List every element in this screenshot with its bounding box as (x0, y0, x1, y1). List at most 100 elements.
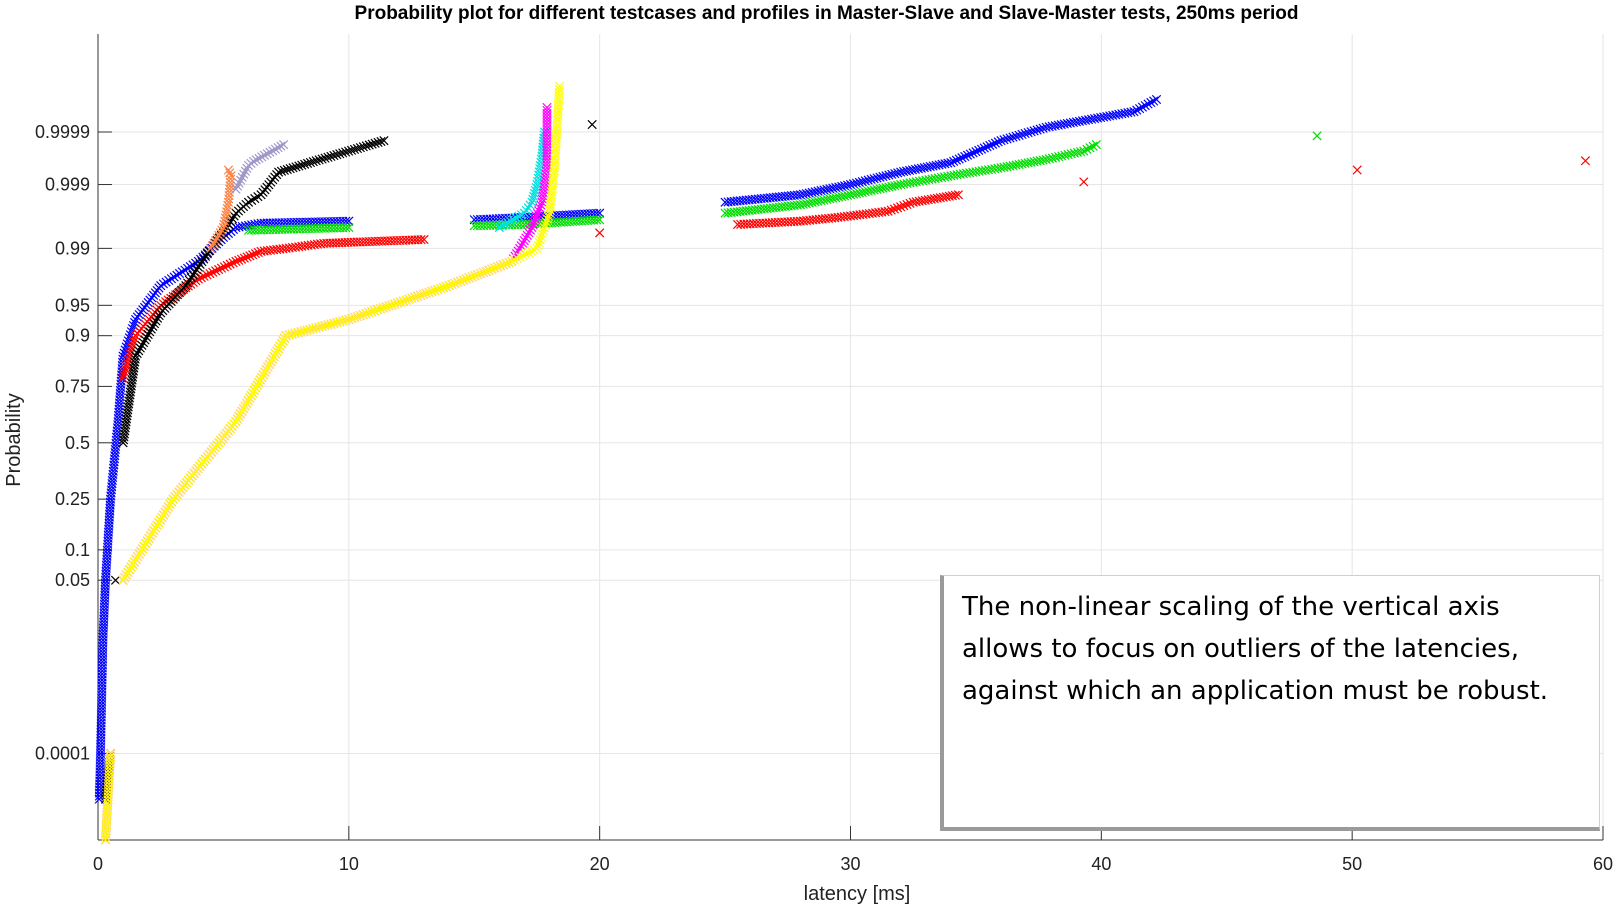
data-point-marker (251, 383, 261, 393)
data-point-marker (122, 361, 132, 371)
data-point-marker (293, 327, 303, 338)
data-point-marker (190, 267, 200, 277)
data-point-marker (193, 262, 203, 272)
data-point-marker (142, 536, 152, 546)
data-point-marker (140, 335, 150, 345)
data-point-marker (881, 171, 891, 181)
data-point-marker (158, 510, 169, 520)
data-point-marker (373, 137, 383, 148)
data-point-marker (240, 166, 250, 176)
data-point-marker (501, 259, 511, 269)
data-point-marker (887, 169, 897, 179)
data-point-marker (346, 145, 357, 155)
data-point-marker (444, 280, 454, 291)
data-point-marker (180, 265, 190, 275)
data-point-marker (258, 370, 268, 380)
data-point-marker (214, 230, 224, 240)
data-point-marker (129, 557, 140, 567)
data-point-marker (272, 346, 282, 356)
data-point-marker (270, 144, 281, 154)
data-point-marker (988, 139, 998, 149)
data-point-marker (299, 326, 309, 336)
data-point-marker (1137, 102, 1148, 112)
data-point-marker (186, 273, 196, 283)
data-point-marker (326, 319, 336, 329)
data-point-marker (254, 377, 264, 388)
data-point-marker (587, 119, 597, 130)
data-point-marker (323, 320, 333, 330)
data-point-marker (960, 151, 970, 162)
data-point-marker (810, 187, 820, 197)
data-point-marker (902, 199, 912, 210)
data-point-marker (968, 148, 978, 158)
data-point-marker (518, 251, 528, 261)
data-point-marker (807, 197, 817, 208)
data-point-marker (1026, 127, 1036, 137)
data-point-marker (1032, 125, 1042, 135)
data-point-marker (893, 168, 903, 178)
data-point-marker (839, 191, 850, 201)
data-point-marker (536, 200, 546, 210)
data-point-marker (266, 357, 276, 367)
data-point-marker (349, 144, 360, 155)
data-point-marker (884, 170, 894, 180)
data-point-marker (326, 151, 336, 162)
data-point-marker (355, 310, 365, 321)
data-point-marker (421, 288, 431, 298)
data-point-marker (172, 270, 182, 280)
data-point-marker (842, 180, 853, 190)
x-tick-label: 60 (1593, 854, 1613, 874)
data-point-marker (232, 181, 243, 191)
data-point-marker (1143, 99, 1153, 109)
data-point-marker (329, 150, 339, 161)
data-point-marker (241, 398, 252, 409)
data-point-marker (134, 549, 144, 559)
data-point-marker (537, 229, 547, 239)
data-point-marker (279, 165, 290, 175)
data-point-marker (845, 190, 856, 200)
data-point-marker (163, 502, 174, 512)
y-tick-label: 0.75 (55, 376, 90, 396)
data-point-marker (160, 507, 170, 517)
data-point-marker (990, 138, 1001, 148)
data-point-marker (527, 197, 537, 207)
data-point-marker (532, 208, 543, 219)
data-point-marker (872, 173, 882, 183)
data-point-marker (804, 188, 814, 198)
data-point-marker (338, 316, 348, 326)
data-point-marker (276, 166, 287, 176)
data-point-marker (415, 290, 426, 300)
data-point-marker (890, 168, 900, 179)
data-point-marker (349, 312, 360, 323)
data-point-marker (848, 179, 859, 189)
data-point-marker (954, 154, 964, 164)
data-point-marker (1134, 103, 1145, 114)
data-point-marker (532, 243, 542, 253)
data-point-marker (447, 279, 457, 290)
data-point-marker (121, 570, 131, 580)
data-point-marker (495, 261, 506, 271)
data-point-marker (522, 230, 532, 240)
data-point-marker (149, 525, 159, 536)
data-point-marker (834, 192, 844, 202)
data-point-marker (352, 143, 363, 154)
data-point-marker (263, 362, 273, 372)
data-point-marker (530, 185, 540, 196)
y-tick-label: 0.95 (55, 295, 90, 315)
data-point-marker (514, 211, 524, 221)
data-point-marker (273, 344, 284, 354)
data-point-marker (146, 324, 156, 334)
data-point-marker (384, 301, 394, 311)
data-point-marker (543, 211, 554, 221)
data-point-marker (235, 409, 246, 419)
data-point-marker (245, 251, 255, 261)
data-point-marker (1129, 106, 1139, 117)
data-point-marker (234, 178, 244, 188)
data-point-marker (866, 185, 876, 196)
data-point-marker (398, 296, 408, 306)
data-point-marker (1352, 165, 1362, 175)
data-point-marker (232, 414, 243, 424)
data-point-marker (1312, 131, 1322, 141)
data-point-marker (276, 338, 287, 349)
data-point-marker (145, 531, 156, 541)
